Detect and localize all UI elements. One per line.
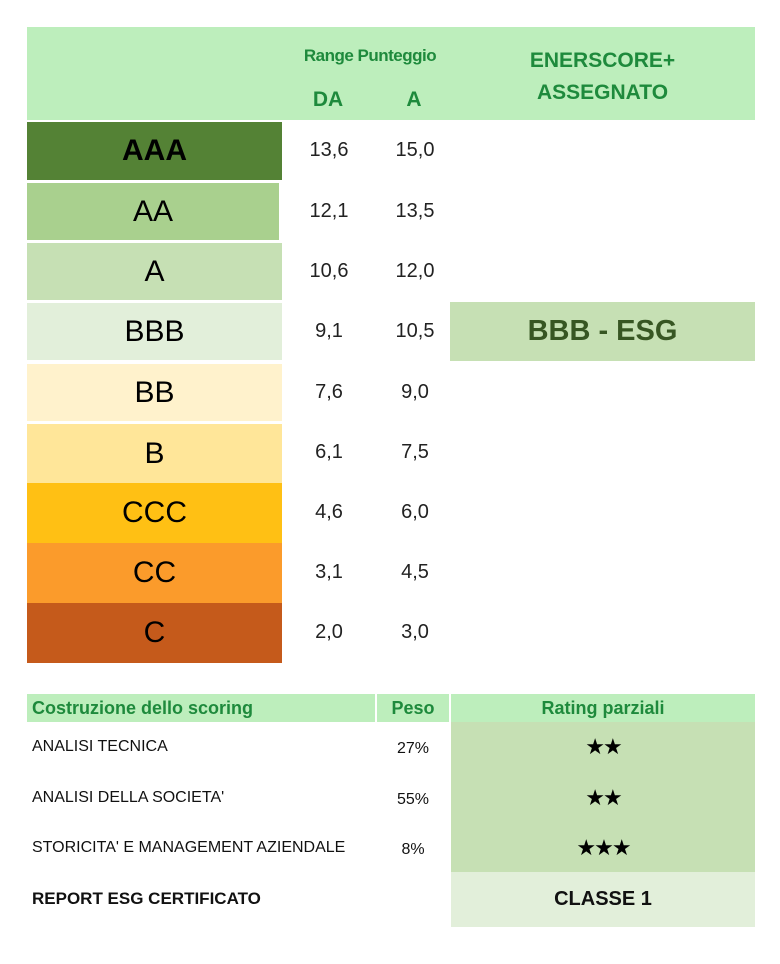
partial-ratings-area bbox=[451, 722, 755, 872]
rating-table-header bbox=[27, 27, 755, 120]
grade-from-cc: 3,1 bbox=[315, 561, 343, 583]
grade-to-bbb: 10,5 bbox=[395, 320, 435, 342]
grade-from-a: 10,6 bbox=[309, 260, 349, 282]
grade-cell-c: C bbox=[27, 603, 282, 663]
grade-to-c: 3,0 bbox=[401, 621, 429, 643]
scoring-row-label: ANALISI TECNICA bbox=[32, 738, 168, 755]
grade-to-aaa: 15,0 bbox=[395, 139, 435, 161]
grade-cell-ccc: CCC bbox=[27, 483, 282, 543]
grade-cell-cc: CC bbox=[27, 543, 282, 603]
range-title: Range Punteggio bbox=[303, 46, 437, 65]
scoring-row-label: ANALISI DELLA SOCIETA' bbox=[32, 789, 225, 806]
assigned-rating: BBB - ESG bbox=[450, 302, 755, 361]
star-rating-icon: ★★ bbox=[585, 734, 622, 759]
assigned-title-line1: ENERSCORE+ bbox=[529, 49, 676, 72]
scoring-row-weight: 27% bbox=[396, 740, 430, 757]
grade-from-bbb: 9,1 bbox=[315, 320, 343, 342]
grade-from-aaa: 13,6 bbox=[309, 139, 349, 161]
grade-to-ccc: 6,0 bbox=[401, 501, 429, 523]
report-label: REPORT ESG CERTIFICATO bbox=[32, 889, 261, 908]
grade-cell-a: A bbox=[27, 243, 282, 300]
grade-to-b: 7,5 bbox=[401, 441, 429, 463]
grade-from-bb: 7,6 bbox=[315, 381, 343, 403]
grade-from-c: 2,0 bbox=[315, 621, 343, 643]
star-rating-icon: ★★ bbox=[585, 785, 622, 810]
scoring-row-label: STORICITA' E MANAGEMENT AZIENDALE bbox=[32, 839, 346, 856]
scoring-row-weight: 8% bbox=[401, 841, 425, 858]
assigned-title-line2: ASSEGNATO bbox=[536, 81, 669, 104]
column-header-to: A bbox=[406, 88, 422, 111]
grade-cell-bb: BB bbox=[27, 364, 282, 421]
grade-from-ccc: 4,6 bbox=[315, 501, 343, 523]
assigned-title: ENERSCORE+ ASSEGNATO bbox=[500, 45, 705, 109]
scoring-header-weight: Peso bbox=[377, 694, 449, 722]
scoring-row-weight: 55% bbox=[396, 791, 430, 808]
column-header-from: DA bbox=[312, 88, 344, 111]
grade-from-b: 6,1 bbox=[315, 441, 343, 463]
grade-cell-b: B bbox=[27, 424, 282, 483]
grade-cell-aaa: AAA bbox=[27, 122, 282, 180]
grade-from-aa: 12,1 bbox=[309, 200, 349, 222]
grade-to-cc: 4,5 bbox=[401, 561, 429, 583]
scoring-header-partial: Rating parziali bbox=[451, 694, 755, 722]
grade-to-bb: 9,0 bbox=[401, 381, 429, 403]
scoring-header-construction: Costruzione dello scoring bbox=[27, 694, 375, 722]
grade-to-aa: 13,5 bbox=[395, 200, 435, 222]
star-rating-icon: ★★★ bbox=[576, 835, 631, 860]
grade-to-a: 12,0 bbox=[395, 260, 435, 282]
grade-cell-aa: AA bbox=[27, 183, 279, 240]
grade-cell-bbb: BBB bbox=[27, 303, 282, 360]
report-class-value: CLASSE 1 bbox=[451, 872, 755, 927]
